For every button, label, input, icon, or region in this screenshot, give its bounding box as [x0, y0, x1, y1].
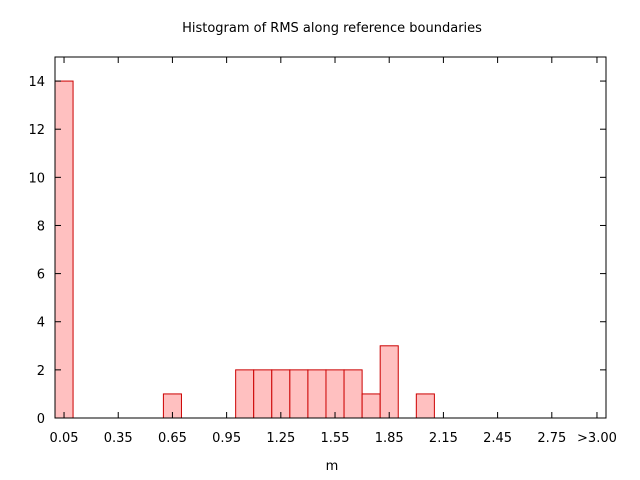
histogram-bar-5	[289, 369, 309, 419]
bars-group	[54, 80, 435, 419]
x-tick-label: 0.35	[104, 431, 133, 446]
x-tick-label: 1.85	[375, 431, 404, 446]
x-tick-label: 0.05	[50, 431, 79, 446]
chart-title: Histogram of RMS along reference boundar…	[182, 21, 482, 36]
histogram-bar-10	[379, 345, 399, 419]
x-tick-label: 0.65	[158, 431, 187, 446]
ticks-group: 0 2 4 6 8 10 12 14 0.05 0.35 0.65 0.95 1.25 1.55 1.85 2…	[28, 57, 617, 446]
histogram-bar-6	[307, 369, 327, 419]
x-axis-label: m	[326, 459, 339, 474]
histogram-bar-7	[325, 369, 345, 419]
x-tick-label: 0.95	[212, 431, 241, 446]
histogram-bar-9	[361, 393, 381, 419]
y-tick-label: 2	[37, 364, 45, 379]
x-tick-label: 2.15	[429, 431, 458, 446]
histogram-bar-8	[343, 369, 363, 419]
y-tick-label: 14	[28, 75, 45, 90]
histogram-bar-3	[253, 369, 273, 419]
x-tick-label: >3.00	[577, 431, 617, 446]
y-tick-label: 8	[37, 219, 45, 234]
histogram-bar-0	[54, 80, 74, 419]
y-tick-label: 4	[37, 316, 45, 331]
histogram-bar-4	[271, 369, 291, 419]
x-tick-label: 2.45	[483, 431, 512, 446]
y-tick-label: 12	[28, 123, 45, 138]
x-tick-label: 1.55	[321, 431, 350, 446]
x-tick-label: 1.25	[266, 431, 295, 446]
y-tick-label: 10	[28, 171, 45, 186]
plot-frame	[54, 56, 607, 419]
y-tick-label: 6	[37, 268, 45, 283]
y-tick-label: 0	[37, 412, 45, 427]
histogram-bar-11	[415, 393, 435, 419]
x-tick-label: 2.75	[537, 431, 566, 446]
histogram-bar-2	[235, 369, 255, 419]
